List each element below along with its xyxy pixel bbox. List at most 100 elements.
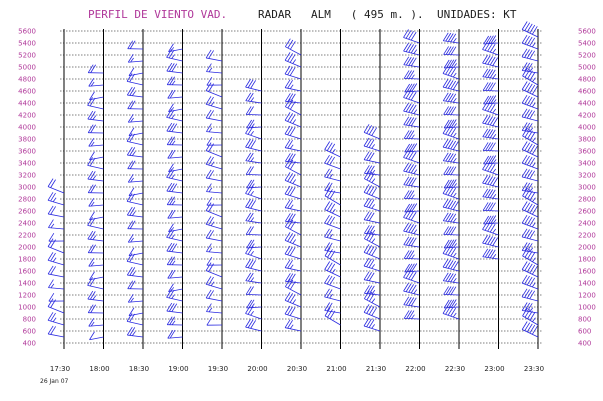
wind-barb-feather <box>284 79 291 88</box>
wind-barb-feather <box>129 147 136 156</box>
wind-barb-feather <box>287 293 293 302</box>
wind-barb-feather <box>285 158 291 167</box>
wind-barb-feather <box>450 187 457 197</box>
wind-barb-feather <box>205 109 212 119</box>
wind-barb-feather <box>526 123 533 132</box>
wind-barb-feather <box>368 199 375 208</box>
wind-barb-feather <box>247 152 254 162</box>
wind-barb-feather <box>287 113 293 122</box>
wind-barb-shaft <box>245 133 262 140</box>
wind-barb-half-feather <box>130 177 134 183</box>
wind-barb-half-feather <box>170 47 175 52</box>
wind-barb-shaft <box>245 326 262 332</box>
wind-barb-half-feather <box>92 235 97 240</box>
wind-barb-half-feather <box>251 303 255 308</box>
wind-barb-feather <box>443 179 450 189</box>
wind-barb-half-feather <box>492 99 497 104</box>
wind-barb-feather <box>245 226 252 235</box>
wind-barb-feather <box>488 215 494 224</box>
wind-barb-feather <box>171 123 178 132</box>
wind-barb-feather <box>167 330 174 339</box>
wind-barb-feather <box>403 222 409 232</box>
wind-barb-half-feather <box>453 63 457 68</box>
wind-barb-feather <box>284 172 291 181</box>
wind-barb-shaft <box>245 313 262 320</box>
wind-barb-feather <box>324 242 331 251</box>
wind-barb-feather <box>208 110 214 119</box>
wind-barb-half-feather <box>531 42 536 48</box>
wind-barb-feather <box>127 234 134 243</box>
wind-barb-feather <box>245 78 251 88</box>
wind-barb-feather <box>408 91 414 100</box>
wind-barb-feather <box>482 142 489 151</box>
wind-barb-feather <box>166 256 173 265</box>
wind-barb-feather <box>409 143 415 152</box>
wind-barb-feather <box>529 110 536 120</box>
wind-barb-feather <box>289 174 296 183</box>
wind-barb-half-feather <box>250 277 255 282</box>
wind-barb-feather <box>447 273 454 282</box>
wind-barb-feather <box>324 247 331 257</box>
wind-barb-feather <box>403 282 409 292</box>
wind-barb-feather <box>168 103 174 112</box>
wind-barb-half-feather <box>413 169 418 174</box>
wind-barb-feather <box>410 297 417 307</box>
wind-barb-feather <box>89 211 95 220</box>
wind-barb-half-feather <box>371 169 376 175</box>
wind-barb-feather <box>168 49 175 59</box>
wind-barb-feather <box>88 198 95 207</box>
wind-barb-feather <box>489 69 496 79</box>
wind-barb-feather <box>371 187 378 196</box>
wind-barb-feather <box>483 95 490 105</box>
wind-barb-feather <box>484 128 491 138</box>
wind-barb-feather <box>521 122 528 131</box>
wind-barb-shaft <box>324 176 341 182</box>
wind-barb-feather <box>89 217 96 227</box>
wind-barb-feather <box>447 127 454 136</box>
x-tick-label: 20:00 <box>247 365 267 373</box>
wind-barb-half-feather <box>292 299 297 304</box>
wind-barb-half-feather <box>371 144 375 149</box>
wind-barb-feather <box>326 302 333 312</box>
wind-barb-shaft <box>364 159 381 164</box>
wind-barb-shaft <box>47 306 65 314</box>
wind-barb-feather <box>171 63 178 72</box>
wind-barb-feather <box>48 219 54 228</box>
wind-barb-half-feather <box>171 260 176 266</box>
wind-barb-feather <box>487 223 493 232</box>
wind-barb-feather <box>89 111 96 120</box>
wind-barb-feather <box>50 252 56 262</box>
wind-barb-feather <box>363 184 370 193</box>
y-tick-label-left: 1800 <box>18 256 36 264</box>
wind-barb-feather <box>447 153 454 162</box>
wind-barb-feather <box>363 211 370 220</box>
wind-barb-feather <box>447 187 454 196</box>
wind-barb-feather <box>127 40 134 49</box>
wind-barb-feather <box>487 202 494 211</box>
y-tick-label-left: 4200 <box>18 112 36 120</box>
wind-barb-feather <box>526 96 533 106</box>
wind-barb-feather <box>284 65 291 75</box>
wind-barb-feather <box>166 136 173 145</box>
wind-barb-feather <box>287 279 294 289</box>
wind-barb-feather <box>50 312 56 322</box>
wind-barb-feather <box>50 326 56 335</box>
wind-barb-feather <box>206 136 213 146</box>
wind-barb-feather <box>403 102 409 112</box>
wind-barb-half-feather <box>452 192 457 198</box>
wind-barb-feather <box>129 100 136 109</box>
wind-barb-shaft <box>245 193 262 200</box>
date-stamp: 26 Jan 07 <box>40 378 69 385</box>
wind-barb-feather <box>205 156 212 165</box>
chart-title: PERFIL DE VIENTO VAD. <box>88 8 228 21</box>
wind-barb-feather <box>127 100 134 109</box>
wind-barb-feather <box>448 106 454 115</box>
wind-barb-feather <box>408 224 414 233</box>
wind-barb-shaft <box>166 190 183 194</box>
wind-barb-feather <box>524 309 531 318</box>
wind-barb-feather <box>447 80 454 89</box>
wind-barb-half-feather <box>453 243 457 248</box>
y-tick-label-left: 3400 <box>18 160 36 168</box>
wind-barb-shaft <box>206 57 223 62</box>
wind-barb-feather <box>364 230 370 239</box>
